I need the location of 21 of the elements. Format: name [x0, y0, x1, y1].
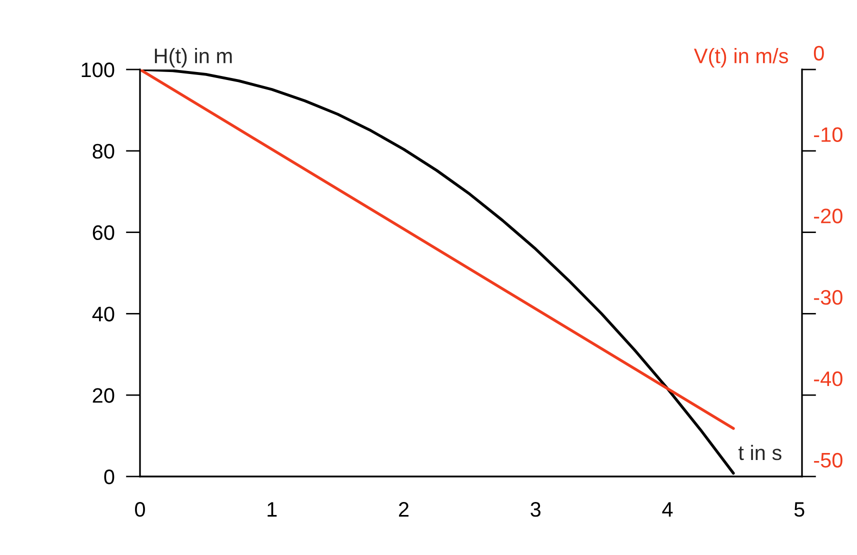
y2-tick-label: -50 [814, 452, 842, 468]
y-tick-label: 100 [82, 62, 114, 78]
y2-tick-label: -10 [814, 127, 842, 142]
y2-axis-title: V(t) in m/s [694, 48, 788, 68]
y-tick-label: 0 [104, 470, 114, 484]
y2-tick-label: -20 [814, 208, 842, 224]
y2-tick-label: -40 [814, 371, 842, 386]
x-tick-label: 3 [530, 502, 540, 517]
x-tick-label: 1 [268, 502, 277, 517]
x-tick-label: 4 [662, 502, 673, 517]
x-axis-title: t in s [738, 444, 782, 460]
y-tick-label: 40 [92, 306, 114, 322]
y-tick-label: 20 [92, 388, 114, 403]
y2-tick-label: 0 [814, 46, 824, 61]
x-tick-label: 5 [794, 502, 804, 517]
x-tick-label: 0 [135, 502, 145, 517]
y-axis-title: H(t) in m [154, 48, 232, 68]
x-tick-label: 2 [399, 502, 408, 517]
y-tick-label: 60 [92, 225, 114, 240]
y-tick-label: 80 [92, 144, 114, 159]
y2-tick-label: -30 [814, 290, 842, 305]
